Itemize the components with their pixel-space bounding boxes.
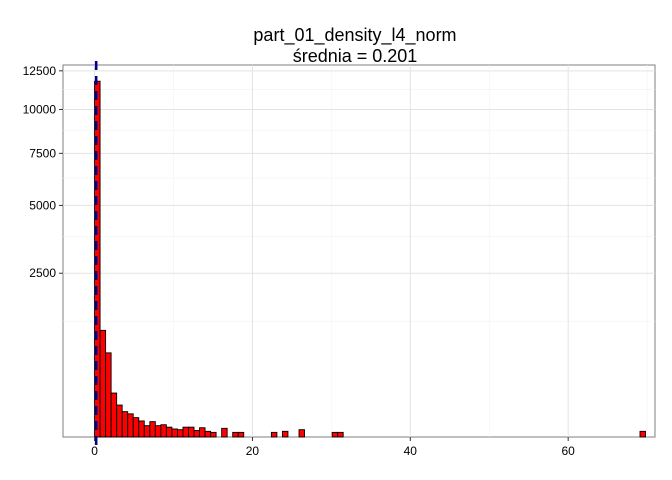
histogram-bar	[298, 429, 305, 438]
histogram-bar	[232, 431, 239, 438]
histogram-bar	[177, 429, 184, 438]
histogram-bar	[121, 411, 129, 438]
histogram-bar	[99, 329, 107, 438]
plot-panel	[62, 64, 656, 438]
histogram-bar	[221, 427, 228, 438]
histogram-bar	[210, 431, 217, 438]
histogram-bar	[639, 430, 646, 438]
histogram-bar	[182, 426, 189, 438]
x-tick-label: 60	[561, 444, 575, 458]
histogram-bar	[188, 426, 195, 438]
x-tick-label: 20	[246, 444, 260, 458]
histogram-bar	[160, 424, 167, 438]
chart-subtitle: średnia = 0.201	[293, 46, 418, 66]
histogram-bar	[138, 420, 145, 438]
y-tick-label: 5000	[29, 198, 56, 212]
histogram-bar	[337, 431, 344, 438]
histogram-bar	[149, 421, 156, 438]
histogram-bar	[237, 431, 245, 438]
histogram-bar	[199, 427, 206, 438]
y-tick-label: 7500	[29, 146, 56, 160]
axes: 0 20 40 60 2500 5000 7500 10000 12500	[23, 64, 576, 458]
histogram-bar	[154, 425, 162, 438]
histogram-bar	[331, 431, 339, 438]
histogram-bar	[281, 430, 289, 438]
histogram-bar	[171, 428, 178, 438]
histogram-bar	[204, 430, 212, 438]
x-tick-label: 0	[91, 444, 98, 458]
x-tick-label: 40	[404, 444, 418, 458]
histogram-bar	[105, 352, 112, 438]
grid-lines	[63, 65, 655, 437]
histogram-bar	[116, 404, 123, 438]
histogram-bar	[127, 413, 134, 438]
histogram-bar	[132, 417, 140, 438]
histogram-bar	[193, 429, 200, 438]
y-tick-label: 10000	[23, 102, 57, 116]
chart-title: part_01_density_l4_norm	[253, 25, 456, 46]
y-tick-label: 2500	[29, 266, 56, 280]
histogram-bar	[143, 425, 151, 438]
histogram-bar	[270, 431, 278, 438]
histogram-bar	[110, 392, 118, 438]
y-tick-label: 12500	[23, 64, 57, 78]
histogram-bar	[165, 426, 173, 438]
